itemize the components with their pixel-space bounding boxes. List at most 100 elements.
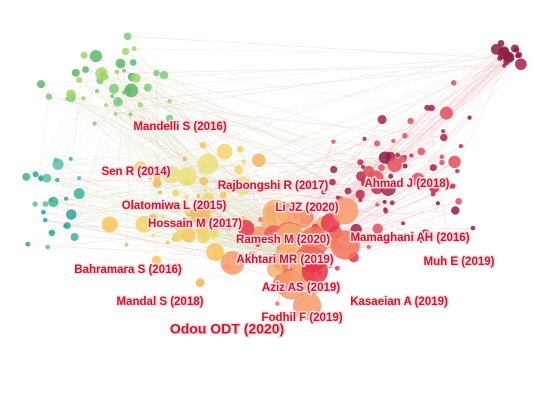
edge (280, 55, 518, 231)
node-label: Odou ODT (2020) (170, 321, 284, 337)
edge (385, 55, 518, 212)
edge (126, 114, 131, 245)
node (391, 138, 396, 143)
node (40, 209, 46, 215)
node (131, 46, 137, 52)
node (36, 80, 46, 89)
edge (99, 80, 202, 172)
node (135, 215, 153, 233)
edge (94, 101, 170, 124)
edge (35, 55, 97, 175)
node (276, 270, 306, 300)
node (233, 176, 252, 195)
node (377, 115, 387, 125)
node (362, 136, 367, 141)
edge (78, 79, 281, 231)
edge (175, 192, 276, 270)
node (108, 83, 120, 94)
edge (203, 56, 507, 238)
node (76, 176, 82, 181)
node (417, 147, 426, 156)
edge (243, 57, 510, 162)
node (38, 175, 44, 181)
edge (40, 83, 219, 219)
node (375, 202, 380, 207)
node (70, 232, 79, 242)
edge (53, 201, 296, 233)
node (294, 210, 312, 229)
node (32, 201, 38, 207)
node (360, 179, 368, 187)
node (299, 226, 330, 256)
edge (123, 92, 382, 168)
node (227, 181, 232, 186)
node-label: Mandelli S (2016) (133, 121, 226, 133)
node (170, 206, 175, 211)
node (153, 69, 160, 77)
node (275, 223, 305, 252)
edge (277, 43, 502, 255)
node (255, 242, 260, 247)
node (455, 197, 462, 205)
node (162, 165, 180, 184)
node-label: Mandal S (2018) (117, 296, 204, 308)
node (301, 257, 328, 285)
node (45, 244, 50, 250)
node (440, 133, 448, 142)
node (329, 178, 336, 186)
edge (156, 210, 346, 261)
node (435, 201, 441, 206)
node (440, 128, 446, 134)
node (267, 180, 278, 191)
node (378, 151, 392, 164)
node (395, 152, 400, 158)
node (81, 96, 86, 101)
node (453, 231, 459, 237)
node (366, 245, 371, 250)
edge (85, 69, 388, 163)
edge (295, 53, 504, 217)
edge (126, 244, 308, 307)
node (241, 159, 246, 164)
node (89, 49, 103, 63)
edge (57, 164, 278, 255)
node (32, 171, 39, 178)
edge (106, 76, 170, 119)
node-label: Mamaghani AH (2016) (350, 232, 469, 244)
node (411, 172, 425, 187)
node (515, 51, 523, 58)
node (455, 168, 460, 174)
node (160, 214, 166, 220)
node (110, 93, 115, 99)
edge (45, 219, 296, 271)
node (184, 194, 189, 200)
edge (115, 113, 281, 231)
edge (74, 236, 258, 245)
node (387, 157, 402, 173)
node (165, 114, 174, 123)
node (292, 291, 322, 321)
node (172, 189, 179, 197)
node (439, 159, 445, 166)
node (181, 228, 196, 243)
edge (47, 246, 201, 283)
node (470, 225, 476, 231)
node (48, 229, 56, 237)
node (439, 154, 445, 160)
node (467, 115, 472, 120)
node (45, 93, 53, 100)
node (497, 47, 510, 60)
node (190, 204, 211, 226)
node (428, 104, 435, 112)
edge (43, 176, 188, 213)
edge (40, 58, 500, 85)
node (68, 156, 73, 161)
node (251, 226, 269, 243)
node (115, 58, 126, 69)
node (409, 153, 414, 158)
edge (71, 189, 206, 215)
node (515, 58, 527, 71)
node (137, 101, 144, 108)
edge (205, 166, 404, 224)
